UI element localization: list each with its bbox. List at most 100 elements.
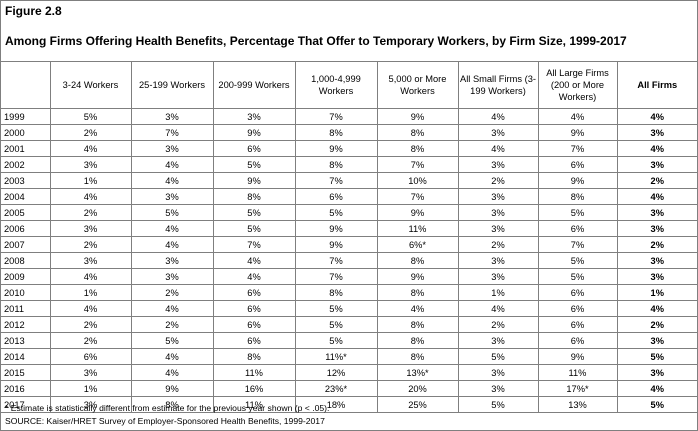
table-cell: 5% xyxy=(212,204,295,221)
table-cell: 3% xyxy=(49,156,131,173)
table-cell: 5% xyxy=(212,220,295,237)
table-cell: 6% xyxy=(212,332,295,349)
table-cell: 6% xyxy=(537,316,617,333)
row-year: 2014 xyxy=(1,348,50,365)
table-cell: 9% xyxy=(376,108,458,125)
table-cell: 7% xyxy=(294,108,377,125)
table-cell: 4% xyxy=(49,140,131,157)
figure-header: Figure 2.8 Among Firms Offering Health B… xyxy=(1,1,697,62)
table-cell: 6% xyxy=(294,188,377,205)
table-cell: 3% xyxy=(616,124,697,141)
table-cell: 7% xyxy=(294,268,377,285)
table-cell: 3% xyxy=(616,364,697,381)
table-cell: 7% xyxy=(537,140,617,157)
table-cell: 5% xyxy=(457,348,538,365)
table-cell: 8% xyxy=(376,316,458,333)
table-cell: 7% xyxy=(294,172,377,189)
table-cell: 5% xyxy=(212,156,295,173)
table-cell: 5% xyxy=(294,332,377,349)
table-cell: 11% xyxy=(212,396,295,413)
table-body: 1999 5% 3% 3% 7% 9% 4% 4% 4% 2000 2% 7% 9% 8% 8% 3% 9% 3%… xyxy=(1,108,697,413)
row-year: 2003 xyxy=(1,172,50,189)
table-cell: 2% xyxy=(49,316,131,333)
table-cell: 6% xyxy=(49,348,131,365)
table-cell: 6% xyxy=(537,332,617,349)
row-year: 2013 xyxy=(1,332,50,349)
table-cell: 2% xyxy=(616,236,697,253)
row-year: 2002 xyxy=(1,156,50,173)
table-row: 2001 4% 3% 6% 9% 8% 4% 7% 4% xyxy=(1,140,697,157)
table-cell: 23%* xyxy=(294,380,377,397)
table-cell: 7% xyxy=(376,156,458,173)
table-header-row: 3-24 Workers 25-199 Workers 200-999 Worker… xyxy=(1,62,697,109)
table-cell: 10% xyxy=(376,172,458,189)
table-cell: 8% xyxy=(294,124,377,141)
table-cell: 4% xyxy=(616,380,697,397)
table-cell: 11% xyxy=(537,364,617,381)
table-cell: 4% xyxy=(212,268,295,285)
table-cell: 8% xyxy=(212,348,295,365)
table-cell: 8% xyxy=(212,188,295,205)
table-cell: 3% xyxy=(130,252,213,269)
table-cell: 2% xyxy=(130,284,213,301)
table-cell: 3% xyxy=(457,252,538,269)
table-cell: 9% xyxy=(294,140,377,157)
table-cell: 4% xyxy=(49,268,131,285)
table-cell: 13% xyxy=(537,396,617,413)
figure-notes: * Estimate is statistically different fr… xyxy=(5,402,329,428)
table-cell: 9% xyxy=(537,348,617,365)
table-cell: 5% xyxy=(294,300,377,317)
row-year: 2005 xyxy=(1,204,50,221)
column-header: 200-999 Workers xyxy=(212,62,295,109)
table-row: 2008 3% 3% 4% 7% 8% 3% 5% 3% xyxy=(1,252,697,269)
table-cell: 7% xyxy=(294,252,377,269)
table-cell: 2% xyxy=(457,172,538,189)
figure-title: Among Firms Offering Health Benefits, Pe… xyxy=(5,34,627,48)
row-year: 2011 xyxy=(1,300,50,317)
table-cell: 3% xyxy=(49,252,131,269)
table-cell: 8% xyxy=(294,156,377,173)
row-year: 2015 xyxy=(1,364,50,381)
table-cell: 9% xyxy=(212,172,295,189)
table-cell: 6% xyxy=(537,220,617,237)
row-year: 2016 xyxy=(1,380,50,397)
table-cell: 8% xyxy=(294,284,377,301)
table-cell: 5% xyxy=(294,316,377,333)
figure-label: Figure 2.8 xyxy=(5,4,62,18)
row-year: 2012 xyxy=(1,316,50,333)
table-row: 2004 4% 3% 8% 6% 7% 3% 8% 4% xyxy=(1,188,697,205)
table-cell: 2% xyxy=(130,316,213,333)
table-cell: 3% xyxy=(457,124,538,141)
row-year: 1999 xyxy=(1,108,50,125)
table-cell: 5% xyxy=(294,204,377,221)
table-cell: 3% xyxy=(49,364,131,381)
row-year: 2009 xyxy=(1,268,50,285)
table-cell: 6% xyxy=(212,140,295,157)
table-cell: 18% xyxy=(294,396,377,413)
table-cell: 1% xyxy=(457,284,538,301)
table-cell: 3% xyxy=(457,268,538,285)
table-row: 1999 5% 3% 3% 7% 9% 4% 4% 4% xyxy=(1,108,697,125)
source-note: SOURCE: Kaiser/HRET Survey of Employer-S… xyxy=(5,416,325,426)
footnote: * Estimate is statistically different fr… xyxy=(5,403,330,413)
table-cell: 3% xyxy=(457,364,538,381)
table-cell: 6% xyxy=(212,284,295,301)
column-header: 3-24 Workers xyxy=(49,62,131,109)
table-cell: 2% xyxy=(49,236,131,253)
table-cell: 8% xyxy=(376,252,458,269)
table-cell: 3% xyxy=(616,332,697,349)
table-cell: 3% xyxy=(457,332,538,349)
table-cell: 3% xyxy=(616,156,697,173)
table-cell: 4% xyxy=(130,364,213,381)
table-cell: 4% xyxy=(130,300,213,317)
table-cell: 4% xyxy=(616,188,697,205)
table-cell: 20% xyxy=(376,380,458,397)
table-row: 2007 2% 4% 7% 9% 6%* 2% 7% 2% xyxy=(1,236,697,253)
row-year: 2008 xyxy=(1,252,50,269)
table-cell: 4% xyxy=(130,220,213,237)
table-cell: 8% xyxy=(376,348,458,365)
column-header: 5,000 or More Workers xyxy=(376,62,458,109)
table-cell: 4% xyxy=(457,140,538,157)
data-table: 3-24 Workers 25-199 Workers 200-999 Worker… xyxy=(1,62,697,413)
